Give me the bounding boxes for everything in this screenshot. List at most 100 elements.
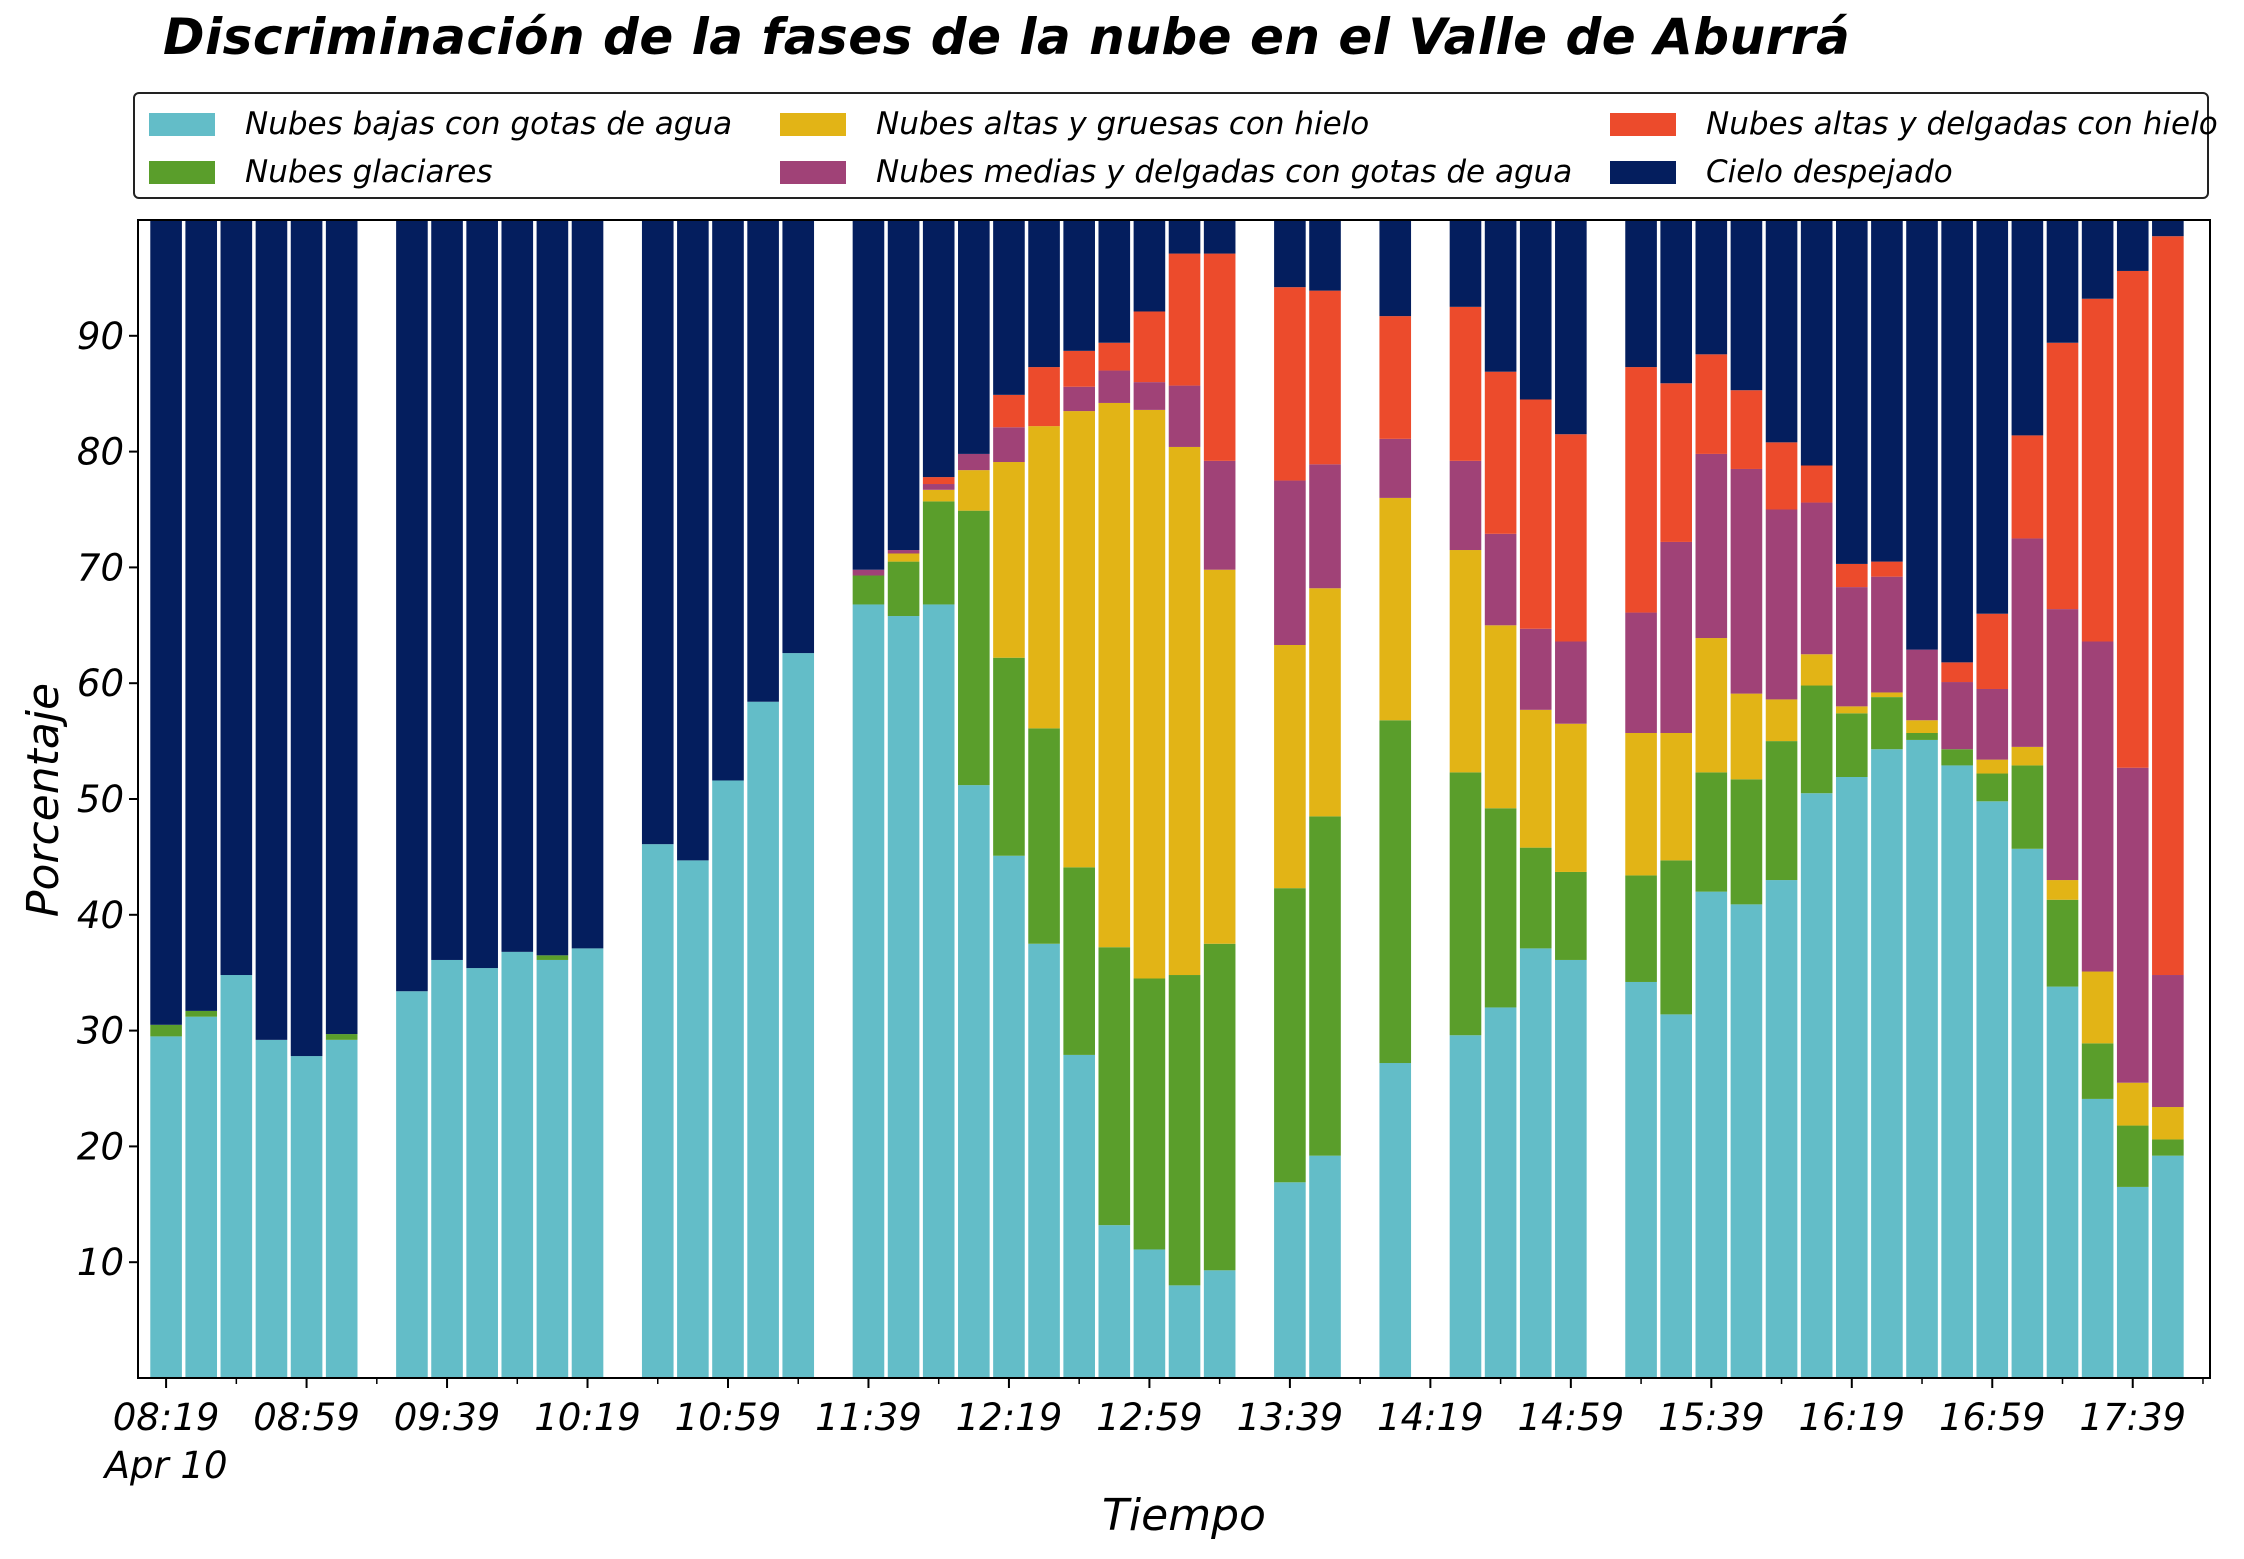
- bar-segment: [993, 855, 1025, 1378]
- bar-segment: [1519, 628, 1552, 710]
- bar-stack: [677, 220, 709, 1378]
- x-tick-label: 10:19: [534, 1396, 641, 1439]
- bar-segment: [1309, 1155, 1341, 1378]
- bar-segment: [1976, 688, 2009, 760]
- bar-segment: [993, 427, 1025, 463]
- bar-segment: [1028, 728, 1060, 944]
- bar-segment: [1800, 502, 1833, 655]
- bar-stack: [325, 220, 358, 1378]
- bar-segment: [2081, 971, 2114, 1044]
- bar-segment: [1695, 453, 1728, 639]
- bar-segment: [1660, 541, 1692, 733]
- bar-stack: [887, 220, 920, 1378]
- bar-segment: [255, 220, 288, 1040]
- legend-label: Nubes bajas con gotas de agua: [245, 106, 733, 142]
- bar-stack: [220, 220, 253, 1378]
- bar-segment: [1555, 220, 1587, 435]
- bar-segment: [1028, 220, 1060, 368]
- bar-segment: [2011, 848, 2044, 1378]
- bar-segment: [2152, 1155, 2184, 1378]
- x-tick-label: 17:39: [2079, 1396, 2186, 1439]
- bar-segment: [958, 453, 990, 471]
- bar-segment: [1379, 497, 1412, 721]
- bar-segment: [1519, 948, 1552, 1378]
- bar-segment: [1695, 891, 1728, 1378]
- legend-item: Cielo despejado: [1610, 152, 1953, 192]
- bar-stack: [1660, 220, 1692, 1378]
- bar-segment: [150, 1036, 182, 1378]
- bar-segment: [852, 575, 885, 605]
- bar-stack: [2081, 220, 2114, 1378]
- y-axis-label: Porcentaje: [18, 683, 69, 917]
- bar-segment: [1695, 638, 1728, 773]
- bar-segment: [1765, 220, 1798, 443]
- bar-stack: [290, 220, 323, 1378]
- bar-segment: [1379, 316, 1412, 439]
- bar-segment: [1203, 943, 1236, 1271]
- bar-segment: [993, 462, 1025, 658]
- bar-segment: [1063, 411, 1095, 868]
- bar-stack: [1028, 220, 1060, 1378]
- bar-segment: [1309, 816, 1341, 1156]
- bar-segment: [852, 604, 885, 1378]
- bar-segment: [1309, 464, 1341, 589]
- bar-segment: [150, 1024, 182, 1037]
- bar-segment: [1660, 732, 1692, 861]
- bar-segment: [1133, 978, 1166, 1250]
- x-tick-label: 12:19: [956, 1396, 1063, 1439]
- bar-segment: [1871, 697, 1903, 750]
- bar-segment: [1484, 625, 1517, 809]
- bar-stack: [1625, 220, 1657, 1378]
- bar-segment: [2046, 880, 2079, 900]
- x-tick-label: 08:19: [113, 1396, 220, 1439]
- x-axis-label: Tiempo: [1102, 1490, 1266, 1541]
- bar-stack: [536, 220, 569, 1378]
- bar-segment: [1941, 765, 1973, 1378]
- bar-segment: [1976, 801, 2009, 1378]
- bar-segment: [852, 569, 885, 576]
- bar-segment: [1449, 306, 1482, 461]
- bar-stack: [1765, 220, 1798, 1378]
- bar-segment: [2011, 435, 2044, 539]
- legend-swatch: [1610, 112, 1676, 136]
- bar-segment: [571, 220, 604, 949]
- bar-segment: [2116, 1125, 2149, 1187]
- bar-segment: [1133, 382, 1166, 410]
- bar-segment: [501, 951, 534, 1378]
- bar-segment: [641, 220, 674, 845]
- bar-segment: [1941, 749, 1973, 766]
- bar-segment: [1449, 460, 1482, 551]
- bar-segment: [2081, 1098, 2114, 1378]
- bar-segment: [1835, 220, 1868, 564]
- bar-segment: [1730, 220, 1763, 391]
- bar-segment: [641, 844, 674, 1378]
- bar-segment: [782, 653, 815, 1378]
- bar-segment: [1976, 773, 2009, 802]
- y-tick-label: 80: [77, 431, 124, 474]
- bar-segment: [1028, 426, 1060, 729]
- bar-segment: [2011, 746, 2044, 766]
- bar-stack: [255, 220, 288, 1378]
- x-tick-label: 15:39: [1658, 1396, 1765, 1439]
- legend-swatch: [149, 160, 215, 184]
- bar-segment: [1871, 576, 1903, 693]
- bar-segment: [1028, 367, 1060, 427]
- bar-segment: [1098, 947, 1131, 1226]
- bar-segment: [1379, 720, 1412, 1064]
- bar-segment: [747, 220, 779, 702]
- bar-segment: [1555, 959, 1587, 1378]
- bar-segment: [1800, 654, 1833, 686]
- bar-segment: [2152, 236, 2184, 976]
- bar-segment: [1800, 465, 1833, 503]
- bar-segment: [1098, 220, 1131, 343]
- bar-segment: [712, 780, 744, 1378]
- bar-segment: [1133, 1249, 1166, 1378]
- bar-segment: [712, 220, 744, 781]
- bar-segment: [2046, 342, 2079, 610]
- bar-segment: [677, 220, 709, 861]
- legend-swatch: [149, 112, 215, 136]
- bar-segment: [922, 477, 955, 485]
- bar-stack: [782, 220, 815, 1378]
- bar-segment: [1941, 220, 1973, 663]
- bar-segment: [1660, 1014, 1692, 1378]
